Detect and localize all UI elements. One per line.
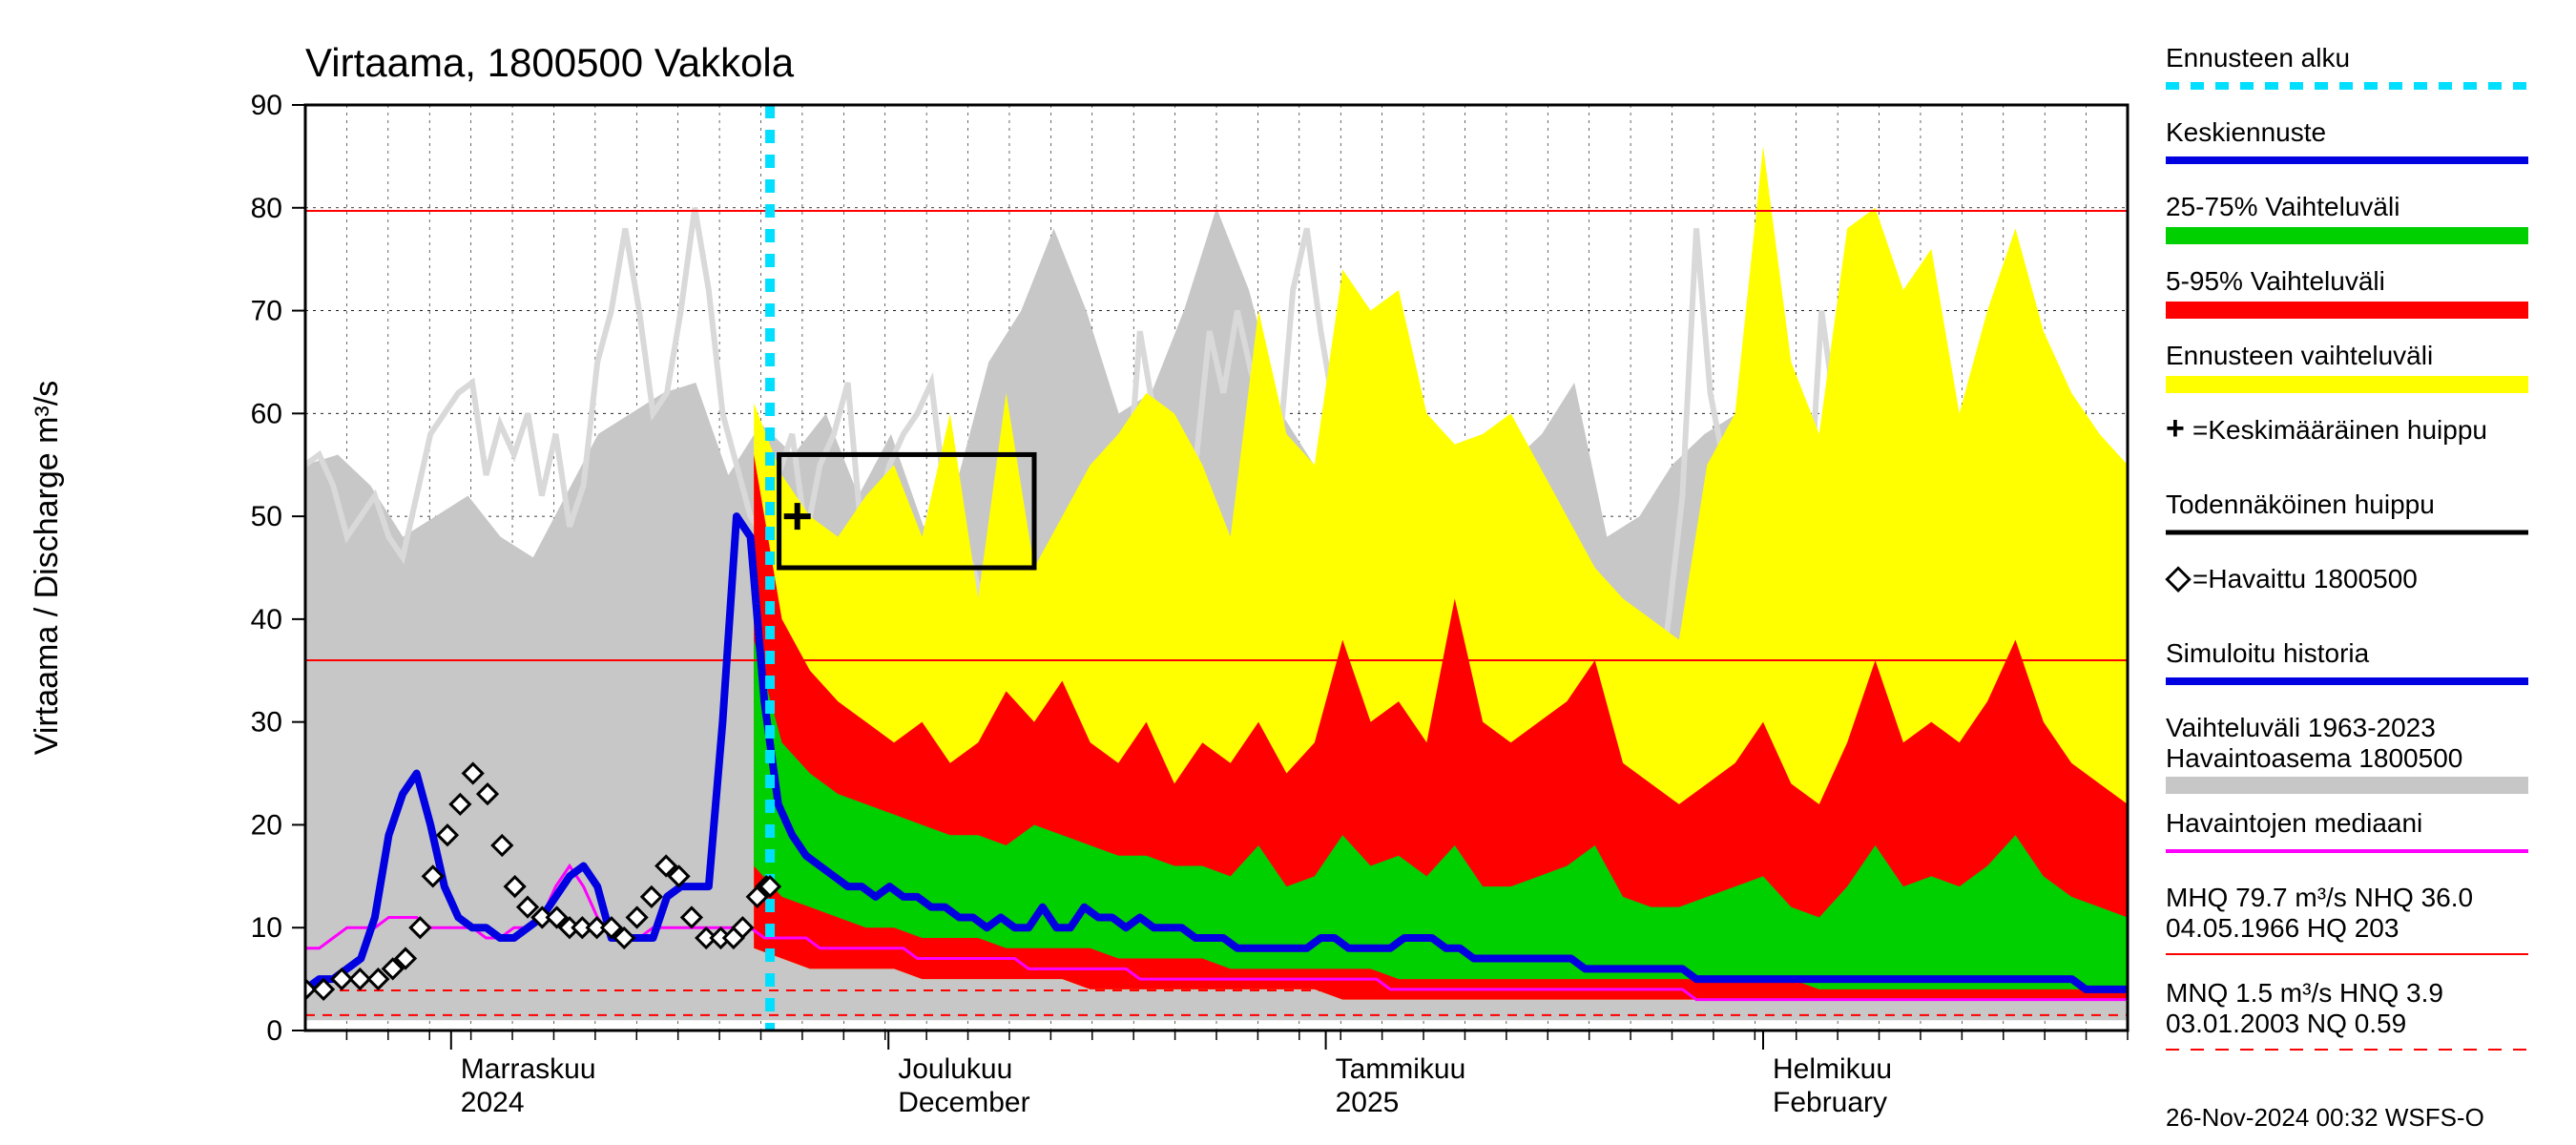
y-tick-label: 30 <box>251 707 282 739</box>
y-tick-label: 10 <box>251 912 282 944</box>
legend-label: Ennusteen vaihteluväli <box>2166 341 2433 370</box>
legend-swatch <box>2166 777 2528 794</box>
legend-label: Simuloitu historia <box>2166 638 2370 668</box>
forecast-chart: Virtaama / Discharge m³/s Virtaama, 18005… <box>0 0 2576 1145</box>
legend-label: MNQ 1.5 m³/s HNQ 3.9 <box>2166 978 2443 1008</box>
legend-label: =Keskimääräinen huippu <box>2192 415 2487 445</box>
legend-symbol: + <box>2166 410 2185 447</box>
y-tick-label: 40 <box>251 604 282 635</box>
legend-symbol: ◇ <box>2165 559 2192 595</box>
y-tick-label: 50 <box>251 501 282 532</box>
x-month-label2: February <box>1773 1087 1887 1118</box>
x-month-label: Tammikuu <box>1336 1053 1466 1085</box>
x-month-label2: December <box>898 1087 1029 1118</box>
legend-label-line2: 03.01.2003 NQ 0.59 <box>2166 1009 2406 1038</box>
legend-label: MHQ 79.7 m³/s NHQ 36.0 <box>2166 883 2473 912</box>
x-month-label2: 2024 <box>461 1087 525 1118</box>
chart-title: Virtaama, 1800500 Vakkola <box>305 40 795 85</box>
legend-swatch <box>2166 376 2528 393</box>
legend-label: Vaihteluväli 1963-2023 <box>2166 713 2436 742</box>
y-tick-label: 70 <box>251 296 282 327</box>
legend-swatch <box>2166 227 2528 244</box>
x-month-label: Joulukuu <box>898 1053 1012 1085</box>
legend-label: Havaintojen mediaani <box>2166 808 2422 838</box>
legend-label: 25-75% Vaihteluväli <box>2166 192 2399 221</box>
y-tick-label: 60 <box>251 398 282 429</box>
legend-label: Todennäköinen huippu <box>2166 489 2435 519</box>
y-tick-label: 20 <box>251 809 282 841</box>
y-tick-label: 0 <box>266 1015 282 1047</box>
legend-label-line2: Havaintoasema 1800500 <box>2166 743 2462 773</box>
legend-label: Keskiennuste <box>2166 117 2326 147</box>
x-month-label: Marraskuu <box>461 1053 596 1085</box>
y-tick-label: 90 <box>251 90 282 121</box>
x-month-label2: 2025 <box>1336 1087 1400 1118</box>
legend-swatch <box>2166 302 2528 319</box>
legend-label: =Havaittu 1800500 <box>2192 564 2418 593</box>
legend-label: Ennusteen alku <box>2166 43 2350 73</box>
y-axis-label: Virtaama / Discharge m³/s <box>29 381 65 755</box>
x-month-label: Helmikuu <box>1773 1053 1892 1085</box>
legend-label-line2: 04.05.1966 HQ 203 <box>2166 913 2399 943</box>
footer-timestamp: 26-Nov-2024 00:32 WSFS-O <box>2166 1103 2484 1132</box>
y-tick-label: 80 <box>251 193 282 224</box>
legend-label: 5-95% Vaihteluväli <box>2166 266 2385 296</box>
